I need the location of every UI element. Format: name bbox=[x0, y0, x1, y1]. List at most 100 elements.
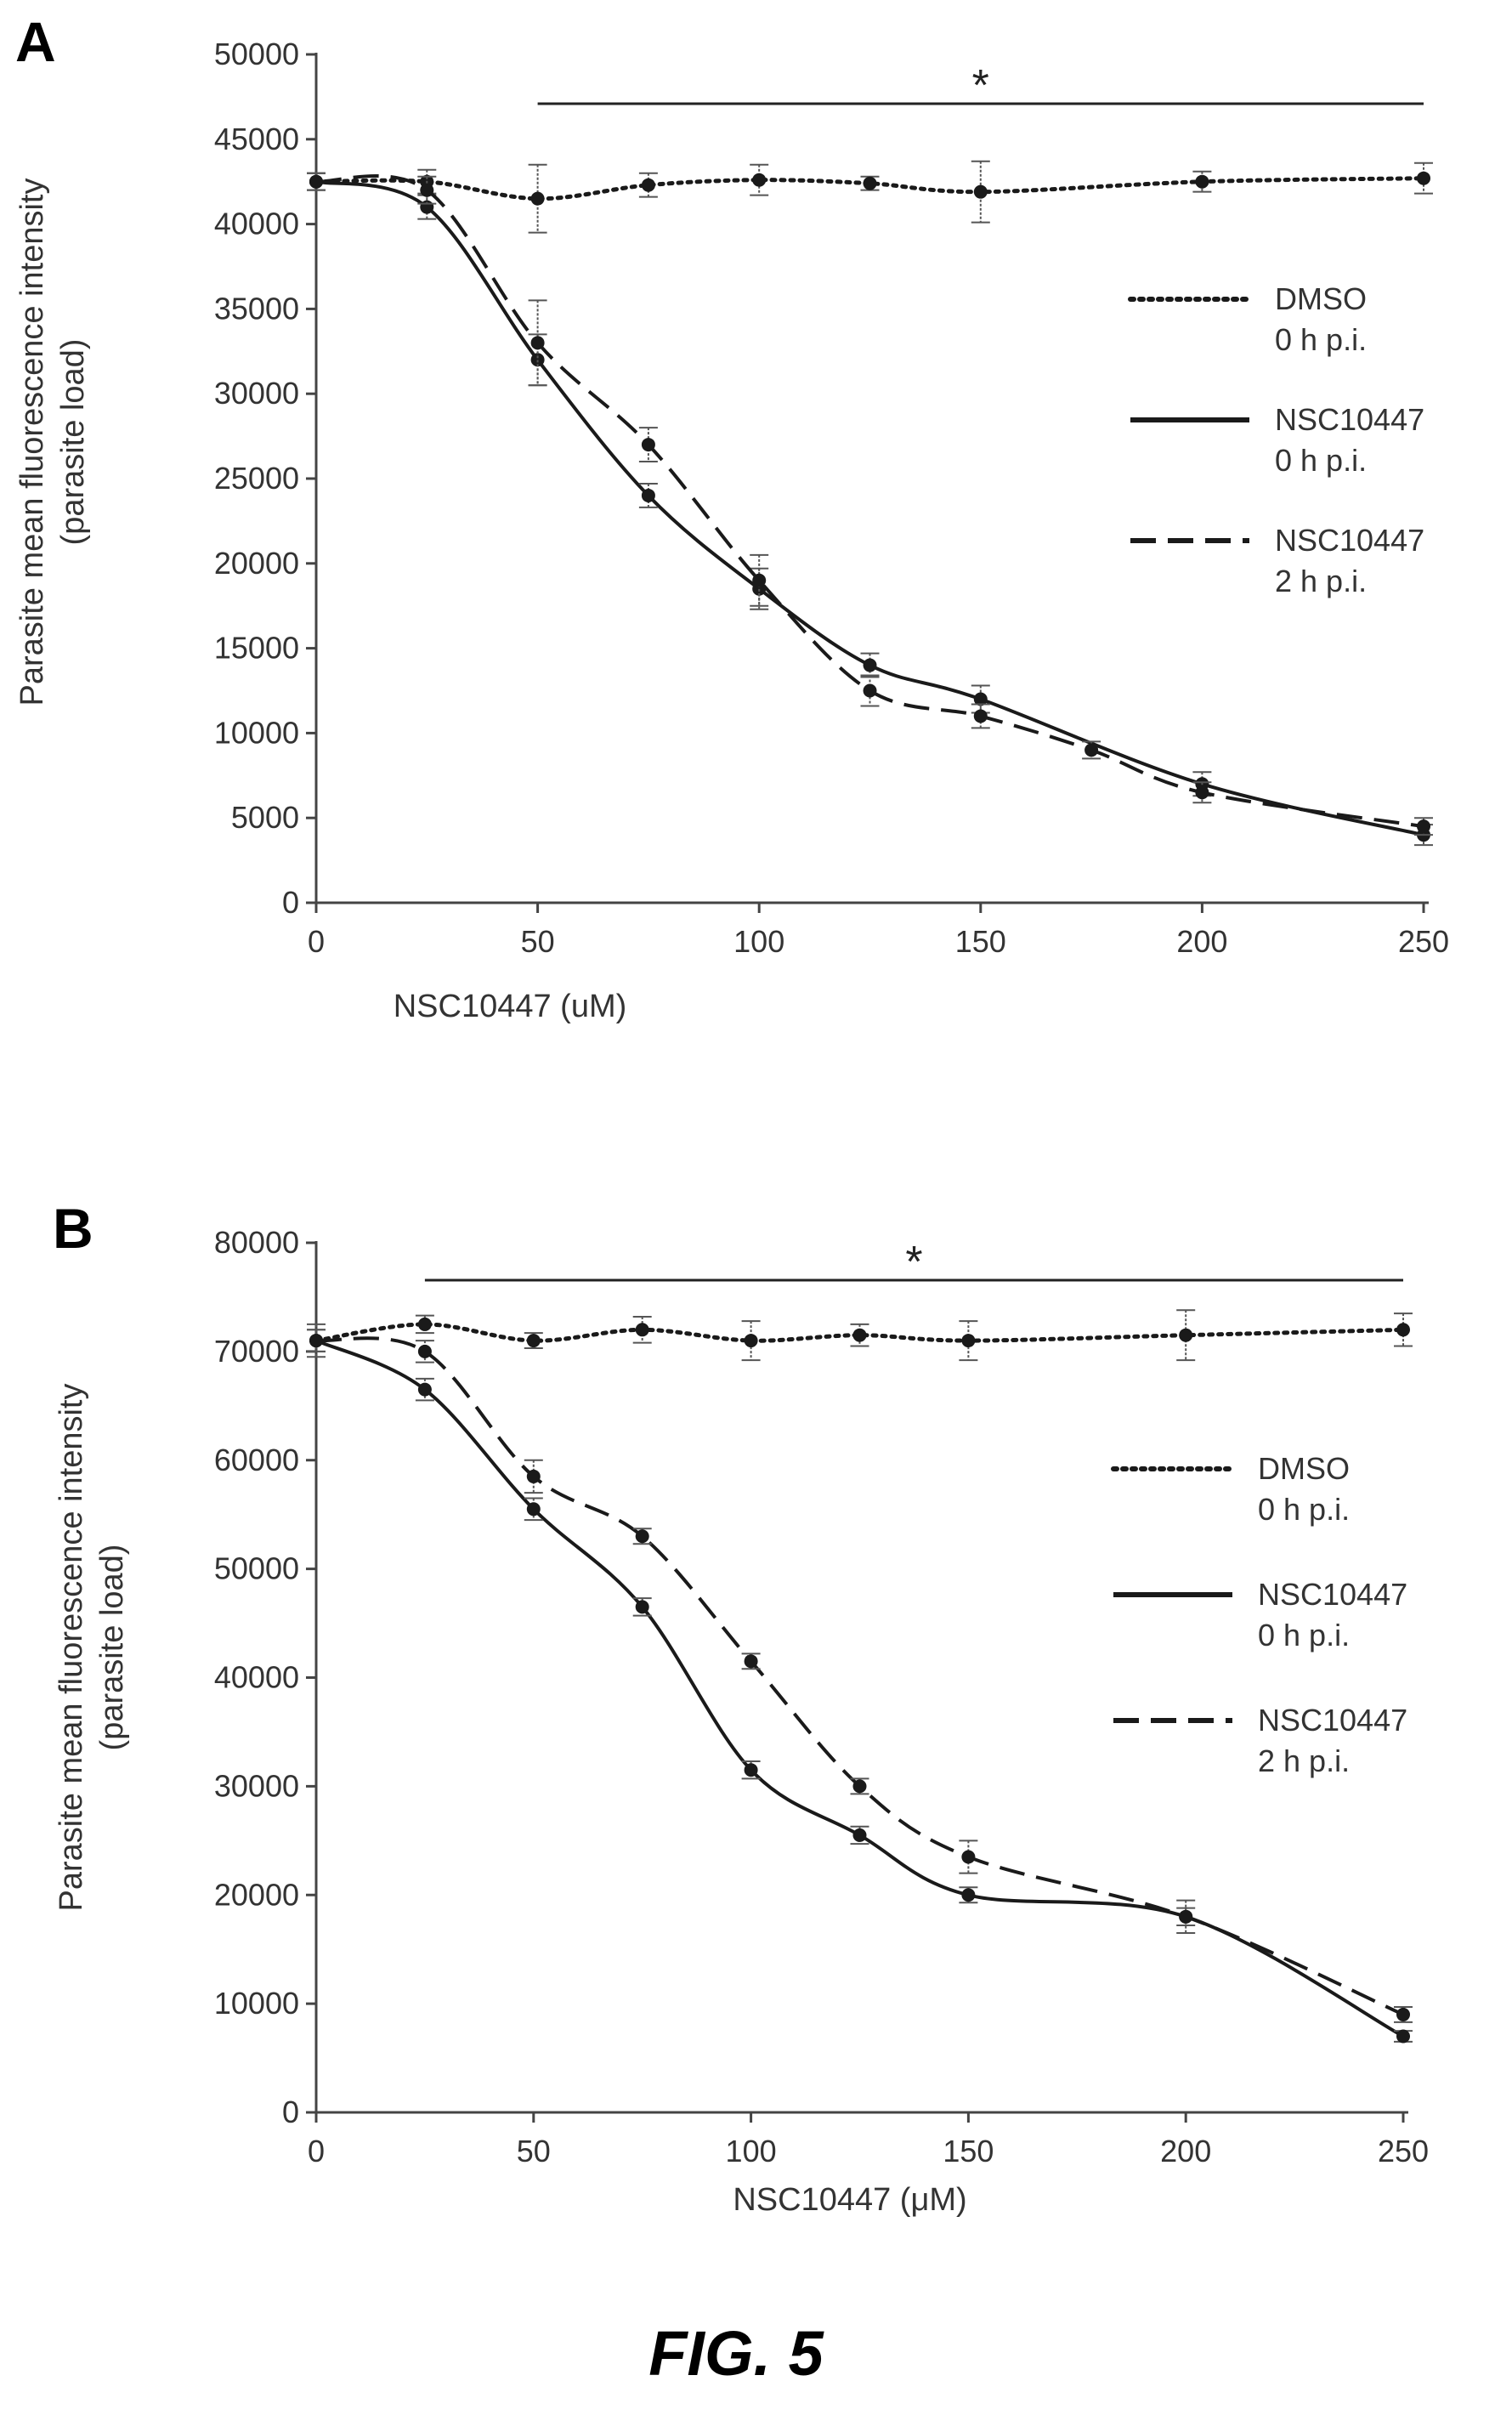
panel-a-x-axis-title: NSC10447 (uM) bbox=[394, 989, 627, 1024]
data-point bbox=[1417, 171, 1430, 185]
data-point bbox=[744, 1763, 758, 1777]
legend-label-line2: 0 h p.i. bbox=[1275, 443, 1367, 478]
data-point bbox=[744, 1654, 758, 1669]
x-tick-label: 150 bbox=[955, 924, 1006, 959]
y-tick-label: 20000 bbox=[214, 546, 299, 581]
data-point bbox=[1179, 1909, 1193, 1924]
data-point bbox=[635, 1529, 649, 1544]
y-tick-label: 50000 bbox=[214, 37, 299, 71]
x-tick-label: 100 bbox=[726, 2134, 777, 2168]
x-tick-label: 250 bbox=[1398, 924, 1449, 959]
data-point bbox=[973, 184, 988, 199]
x-tick-label: 200 bbox=[1176, 924, 1227, 959]
legend-label: NSC10447 bbox=[1258, 1703, 1407, 1738]
y-tick-label: 50000 bbox=[214, 1551, 299, 1586]
series-line-dotted bbox=[314, 176, 1426, 201]
data-point bbox=[961, 1334, 976, 1348]
y-tick-label: 40000 bbox=[214, 207, 299, 241]
data-point bbox=[961, 1888, 976, 1902]
figure-caption: FIG. 5 bbox=[648, 2318, 824, 2389]
legend-label-line2: 0 h p.i. bbox=[1275, 322, 1367, 357]
panel-b-y-axis-title: Parasite mean fluorescence intensity bbox=[54, 1384, 89, 1912]
y-tick-label: 25000 bbox=[214, 461, 299, 496]
data-point bbox=[863, 658, 877, 672]
data-point bbox=[417, 1382, 432, 1397]
legend-label: DMSO bbox=[1258, 1451, 1350, 1486]
data-point bbox=[1179, 1328, 1193, 1342]
panel-b-y-axis-title-sub: (parasite load) bbox=[94, 1545, 130, 1751]
y-tick-label: 15000 bbox=[214, 631, 299, 666]
data-point bbox=[973, 709, 988, 723]
data-point bbox=[641, 438, 655, 452]
data-point bbox=[526, 1502, 541, 1516]
legend-label-line2: 2 h p.i. bbox=[1275, 564, 1367, 598]
data-point bbox=[417, 1344, 432, 1358]
series-line-solid bbox=[315, 1339, 1404, 2038]
panel-b-x-axis-title: NSC10447 (μM) bbox=[733, 2182, 966, 2218]
series-line-solid bbox=[315, 179, 1424, 837]
data-point bbox=[1195, 785, 1209, 800]
y-tick-label: 0 bbox=[282, 2095, 299, 2129]
data-point bbox=[852, 1328, 867, 1342]
y-tick-label: 30000 bbox=[214, 1768, 299, 1803]
panel-a-y-axis-title-sub: (parasite load) bbox=[55, 339, 91, 546]
data-point bbox=[641, 488, 655, 502]
data-point bbox=[852, 1779, 867, 1794]
x-tick-label: 150 bbox=[943, 2134, 994, 2168]
panel-a-y-axis-title: Parasite mean fluorescence intensity bbox=[14, 179, 50, 706]
x-tick-label: 0 bbox=[308, 2134, 325, 2168]
x-tick-label: 250 bbox=[1378, 2134, 1429, 2168]
legend-label: NSC10447 bbox=[1275, 523, 1424, 558]
data-point bbox=[530, 191, 545, 206]
panel-a-plot-area: 0 5000 10000 15000 20000 25000 30000 35000 40000… bbox=[214, 37, 1449, 959]
x-tick-label: 100 bbox=[733, 924, 784, 959]
data-point bbox=[863, 683, 877, 698]
data-point bbox=[309, 1334, 323, 1348]
series-line-dashed bbox=[315, 174, 1424, 829]
data-point bbox=[530, 353, 545, 367]
data-point bbox=[1396, 1323, 1410, 1337]
data-point bbox=[744, 1334, 758, 1348]
x-tick-label: 200 bbox=[1160, 2134, 1211, 2168]
y-tick-label: 35000 bbox=[214, 291, 299, 326]
legend-label: NSC10447 bbox=[1258, 1577, 1407, 1612]
data-point bbox=[635, 1600, 649, 1614]
data-point bbox=[752, 173, 767, 187]
data-point bbox=[961, 1850, 976, 1864]
panel-a-letter: A bbox=[15, 10, 56, 73]
y-tick-label: 70000 bbox=[214, 1334, 299, 1369]
y-tick-label: 0 bbox=[282, 885, 299, 920]
x-tick-label: 50 bbox=[517, 2134, 551, 2168]
legend-label-line2: 0 h p.i. bbox=[1258, 1618, 1350, 1653]
significance-star: * bbox=[905, 1238, 922, 1287]
data-point bbox=[641, 178, 655, 192]
data-point bbox=[526, 1334, 541, 1348]
data-point bbox=[863, 176, 877, 190]
legend-label: NSC10447 bbox=[1275, 402, 1424, 437]
data-point bbox=[1396, 2007, 1410, 2021]
data-point bbox=[530, 336, 545, 350]
data-point bbox=[752, 573, 767, 587]
data-point bbox=[1195, 174, 1209, 189]
data-point bbox=[852, 1828, 867, 1842]
y-tick-label: 40000 bbox=[214, 1660, 299, 1695]
data-point bbox=[1084, 743, 1099, 757]
y-tick-label: 10000 bbox=[214, 1986, 299, 2021]
y-tick-label: 5000 bbox=[231, 800, 299, 835]
data-point bbox=[973, 692, 988, 706]
data-point bbox=[417, 1317, 432, 1331]
data-point bbox=[1396, 2029, 1410, 2044]
significance-star: * bbox=[972, 61, 989, 111]
legend-label-line2: 0 h p.i. bbox=[1258, 1492, 1350, 1527]
legend-label: DMSO bbox=[1275, 281, 1367, 316]
data-point bbox=[635, 1323, 649, 1337]
panel-b-letter: B bbox=[53, 1197, 93, 1260]
data-point bbox=[526, 1469, 541, 1483]
legend-label-line2: 2 h p.i. bbox=[1258, 1743, 1350, 1778]
y-tick-label: 60000 bbox=[214, 1443, 299, 1477]
series-line-dashed bbox=[315, 1336, 1404, 2016]
series-line-dotted bbox=[314, 1322, 1406, 1343]
x-tick-label: 0 bbox=[308, 924, 325, 959]
data-point bbox=[420, 183, 434, 197]
